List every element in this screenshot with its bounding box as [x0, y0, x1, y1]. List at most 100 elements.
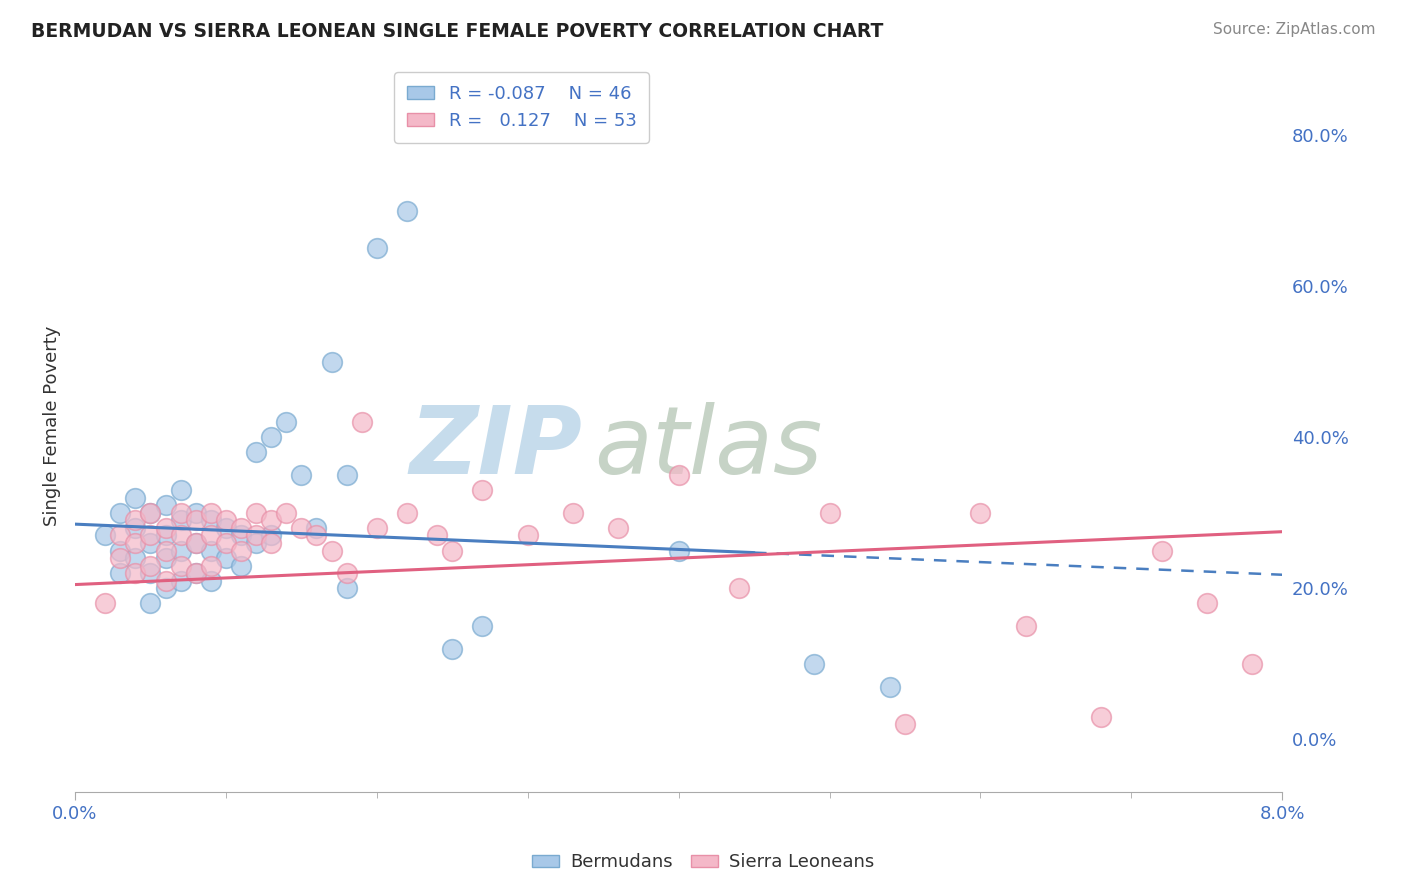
Point: [1090, 710, 1112, 724]
Point: [200, 513, 222, 527]
Point: [366, 521, 388, 535]
Point: [200, 574, 222, 588]
Point: [229, 558, 252, 573]
Point: [395, 506, 418, 520]
Point: [124, 536, 146, 550]
Point: [668, 468, 690, 483]
Point: [139, 528, 162, 542]
Point: [184, 566, 207, 581]
Point: [441, 641, 464, 656]
Point: [471, 619, 494, 633]
Point: [94, 528, 117, 542]
Text: atlas: atlas: [595, 402, 823, 493]
Point: [139, 566, 162, 581]
Point: [879, 680, 901, 694]
Point: [229, 528, 252, 542]
Point: [169, 558, 191, 573]
Point: [155, 582, 177, 596]
Point: [441, 543, 464, 558]
Point: [229, 521, 252, 535]
Point: [169, 483, 191, 497]
Point: [215, 521, 238, 535]
Point: [110, 528, 132, 542]
Point: [215, 551, 238, 566]
Point: [276, 506, 298, 520]
Text: BERMUDAN VS SIERRA LEONEAN SINGLE FEMALE POVERTY CORRELATION CHART: BERMUDAN VS SIERRA LEONEAN SINGLE FEMALE…: [31, 22, 883, 41]
Point: [155, 574, 177, 588]
Point: [169, 574, 191, 588]
Point: [110, 551, 132, 566]
Point: [803, 657, 825, 671]
Point: [260, 528, 283, 542]
Point: [336, 468, 359, 483]
Point: [260, 430, 283, 444]
Point: [305, 521, 328, 535]
Point: [110, 566, 132, 581]
Point: [260, 536, 283, 550]
Point: [350, 415, 373, 429]
Point: [728, 582, 751, 596]
Point: [607, 521, 630, 535]
Point: [245, 528, 267, 542]
Point: [155, 543, 177, 558]
Point: [184, 536, 207, 550]
Point: [395, 203, 418, 218]
Point: [276, 415, 298, 429]
Point: [321, 543, 343, 558]
Point: [336, 566, 359, 581]
Point: [110, 506, 132, 520]
Point: [1195, 597, 1218, 611]
Text: ZIP: ZIP: [409, 402, 582, 494]
Point: [1150, 543, 1173, 558]
Point: [169, 528, 191, 542]
Point: [668, 543, 690, 558]
Point: [229, 543, 252, 558]
Point: [124, 551, 146, 566]
Point: [516, 528, 538, 542]
Point: [124, 521, 146, 535]
Point: [818, 506, 841, 520]
Point: [184, 536, 207, 550]
Text: Source: ZipAtlas.com: Source: ZipAtlas.com: [1212, 22, 1375, 37]
Point: [155, 551, 177, 566]
Point: [139, 597, 162, 611]
Point: [200, 506, 222, 520]
Point: [245, 536, 267, 550]
Legend: R = -0.087    N = 46, R =   0.127    N = 53: R = -0.087 N = 46, R = 0.127 N = 53: [394, 72, 650, 143]
Point: [1015, 619, 1038, 633]
Point: [124, 491, 146, 505]
Point: [110, 543, 132, 558]
Point: [169, 506, 191, 520]
Point: [245, 506, 267, 520]
Legend: Bermudans, Sierra Leoneans: Bermudans, Sierra Leoneans: [524, 847, 882, 879]
Point: [139, 506, 162, 520]
Point: [94, 597, 117, 611]
Point: [894, 717, 917, 731]
Point: [139, 558, 162, 573]
Point: [155, 521, 177, 535]
Point: [305, 528, 328, 542]
Point: [200, 528, 222, 542]
Point: [124, 513, 146, 527]
Point: [139, 506, 162, 520]
Point: [215, 513, 238, 527]
Point: [169, 513, 191, 527]
Point: [215, 536, 238, 550]
Point: [169, 543, 191, 558]
Point: [124, 566, 146, 581]
Point: [184, 513, 207, 527]
Point: [200, 558, 222, 573]
Point: [290, 521, 312, 535]
Point: [155, 528, 177, 542]
Point: [321, 355, 343, 369]
Point: [290, 468, 312, 483]
Point: [1240, 657, 1263, 671]
Point: [336, 582, 359, 596]
Point: [200, 543, 222, 558]
Point: [366, 242, 388, 256]
Point: [245, 445, 267, 459]
Point: [155, 498, 177, 512]
Point: [471, 483, 494, 497]
Point: [562, 506, 585, 520]
Y-axis label: Single Female Poverty: Single Female Poverty: [44, 326, 60, 526]
